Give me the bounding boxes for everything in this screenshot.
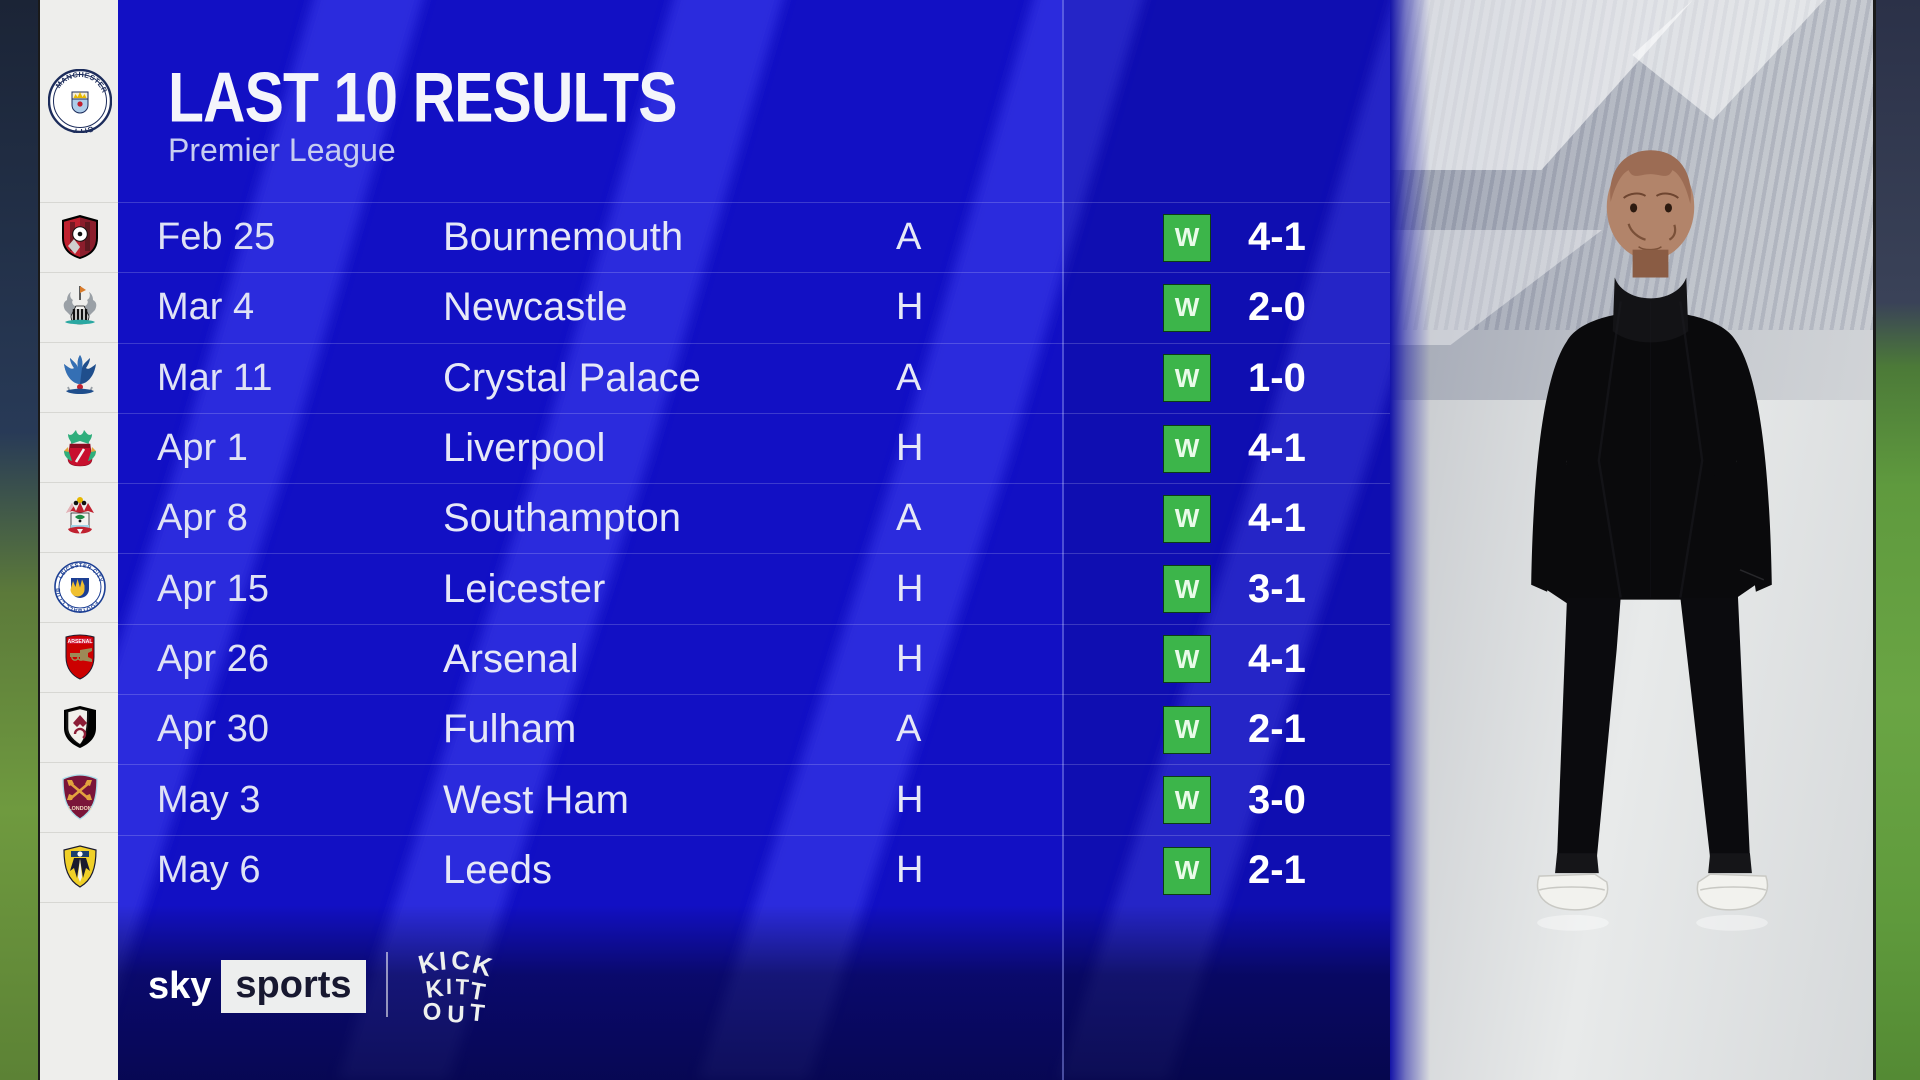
svg-text:ARSENAL: ARSENAL <box>67 639 93 645</box>
svg-text:C: C <box>451 950 471 976</box>
svg-text:LONDON: LONDON <box>68 806 91 812</box>
svg-text:U: U <box>447 1001 465 1023</box>
svg-text:O: O <box>422 998 442 1023</box>
svg-text:I: I <box>438 950 448 976</box>
svg-text:I: I <box>446 974 453 999</box>
svg-text:T: T <box>468 999 486 1023</box>
svg-text:T: T <box>455 974 470 1000</box>
